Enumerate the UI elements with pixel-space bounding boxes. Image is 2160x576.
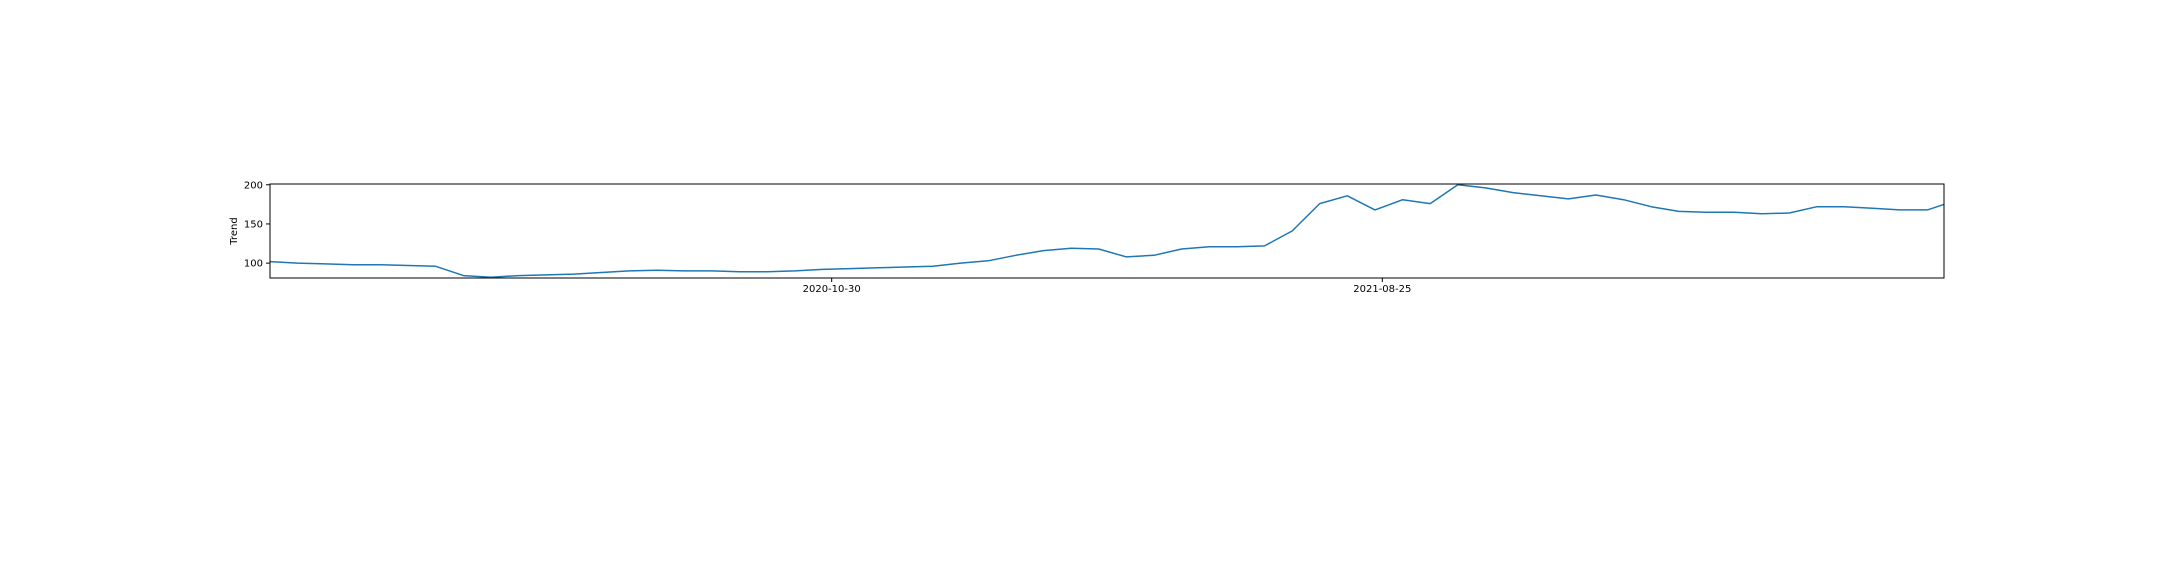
y-tick-label: 100 <box>244 259 263 270</box>
y-tick-label: 200 <box>244 180 263 191</box>
x-tick-label: 2021-08-25 <box>1353 284 1411 295</box>
series-layer <box>269 184 1945 278</box>
plot-area <box>270 184 1944 278</box>
y-axis-ticks: 100 150 200 <box>244 180 270 270</box>
trend-series-line <box>269 184 1945 278</box>
y-axis-label: Trend <box>229 217 240 245</box>
plot-frame <box>269 183 1945 279</box>
x-tick-label: 2020-10-30 <box>803 284 861 295</box>
x-axis-ticks: 2020-10-30 2021-08-25 <box>803 278 1411 295</box>
y-tick-label: 150 <box>244 219 263 230</box>
